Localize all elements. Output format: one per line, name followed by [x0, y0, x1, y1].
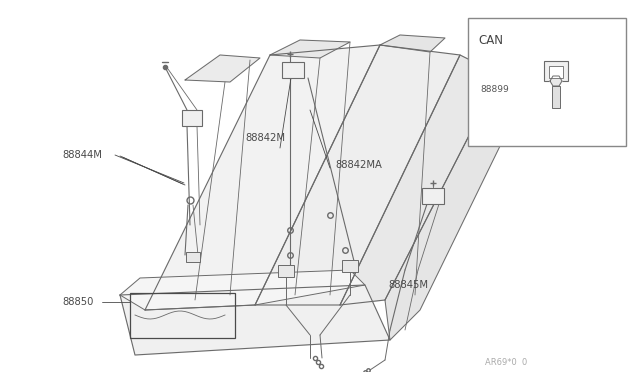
Polygon shape	[185, 55, 260, 82]
Text: 88850: 88850	[62, 297, 93, 307]
Text: AR69*0  0: AR69*0 0	[485, 358, 527, 367]
Polygon shape	[120, 285, 390, 355]
Bar	[282, 62, 304, 78]
Polygon shape	[270, 40, 350, 58]
Bar	[342, 260, 358, 272]
Bar	[186, 252, 200, 262]
Polygon shape	[145, 45, 380, 310]
Text: 88899: 88899	[480, 86, 509, 94]
Bar	[544, 61, 568, 81]
Text: 88842M: 88842M	[245, 133, 285, 143]
Polygon shape	[385, 75, 520, 340]
Polygon shape	[380, 35, 445, 52]
Bar	[278, 265, 294, 277]
Bar	[422, 188, 444, 204]
Polygon shape	[120, 270, 365, 310]
Text: 88845M: 88845M	[388, 280, 428, 290]
Text: 88844M: 88844M	[62, 150, 102, 160]
Bar	[549, 66, 563, 78]
Bar	[552, 86, 560, 108]
Text: CAN: CAN	[478, 33, 503, 46]
Bar	[182, 110, 202, 126]
Polygon shape	[255, 45, 460, 305]
Polygon shape	[550, 76, 562, 86]
Bar	[468, 18, 626, 146]
Text: 88842MA: 88842MA	[335, 160, 382, 170]
Bar	[130, 293, 235, 338]
Polygon shape	[340, 55, 500, 305]
